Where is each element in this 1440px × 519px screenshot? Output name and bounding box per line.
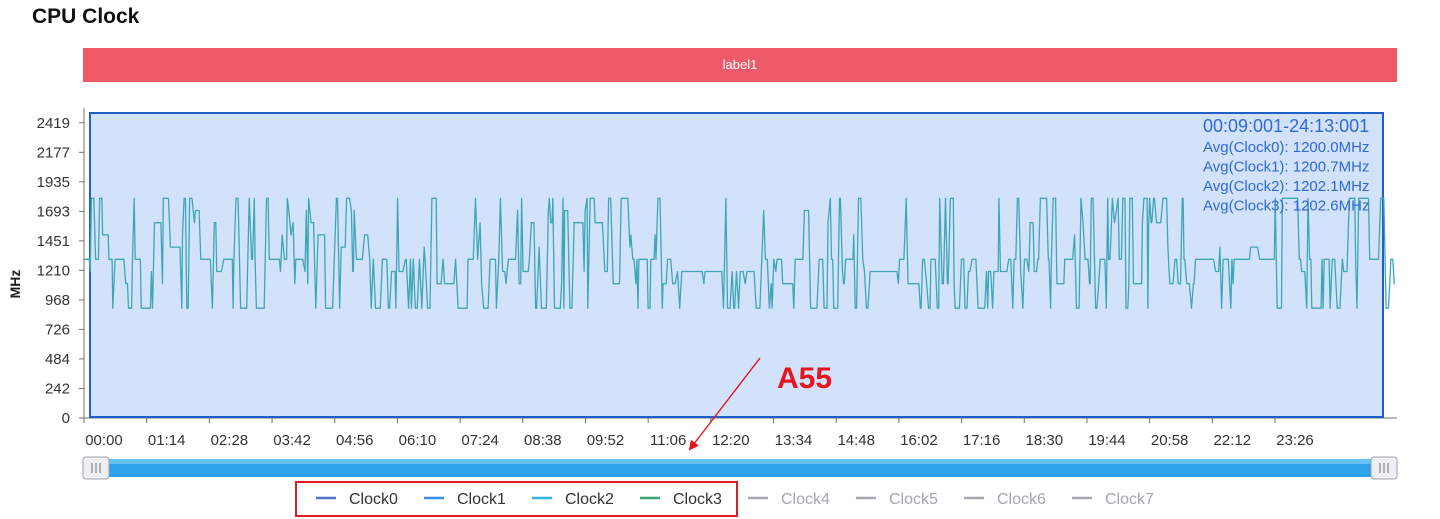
x-tick-label: 20:58	[1151, 432, 1189, 449]
annotation-label: A55	[777, 362, 832, 395]
average-clock-text: Avg(Clock2): 1202.1MHz	[1203, 178, 1369, 195]
y-tick-label: 1210	[37, 262, 70, 279]
average-clock-text: Avg(Clock3): 1202.6MHz	[1203, 198, 1369, 215]
zoom-slider[interactable]	[82, 456, 1398, 480]
x-tick-label: 18:30	[1026, 432, 1064, 449]
legend-label: Clock4	[781, 491, 830, 508]
selection-info: 00:09:001-24:13:001 Avg(Clock0): 1200.0MH…	[1203, 116, 1369, 215]
x-tick-label: 08:38	[524, 432, 562, 449]
x-tick-label: 19:44	[1088, 432, 1126, 449]
legend-item-clock1[interactable]: Clock1	[424, 491, 506, 508]
y-tick-label: 968	[45, 292, 70, 309]
x-tick-label: 17:16	[963, 432, 1001, 449]
slider-handle-left[interactable]	[82, 456, 110, 480]
x-tick-label: 22:12	[1214, 432, 1252, 449]
annotation: A55	[688, 357, 832, 451]
y-tick-label: 726	[45, 321, 70, 338]
y-axis-title: MHz	[7, 270, 23, 299]
x-tick-label: 16:02	[900, 432, 938, 449]
legend-label: Clock7	[1105, 491, 1154, 508]
clock-series-line	[84, 197, 1395, 309]
x-tick-label: 03:42	[273, 432, 311, 449]
y-tick-label: 1693	[37, 203, 70, 220]
x-axis: 00:00 01:14 02:28 03:42 04:56 06:10 07:24 08:38…	[83, 417, 1397, 449]
legend-label: Clock3	[673, 491, 722, 508]
y-tick-label: 0	[62, 410, 70, 427]
y-tick-label: 1935	[37, 174, 70, 191]
y-tick-label: 2177	[37, 144, 70, 161]
x-tick-label: 11:06	[650, 432, 686, 449]
average-clock-text: Avg(Clock0): 1200.0MHz	[1203, 139, 1369, 156]
legend-item-clock3[interactable]: Clock3	[640, 491, 722, 508]
legend-item-clock7[interactable]: Clock7	[1072, 491, 1154, 508]
average-clock-text: Avg(Clock1): 1200.7MHz	[1203, 159, 1369, 176]
selection-range-text: 00:09:001-24:13:001	[1203, 116, 1369, 136]
legend-item-clock4[interactable]: Clock4	[748, 491, 830, 508]
y-tick-label: 242	[45, 380, 70, 397]
y-tick-label: 1451	[37, 233, 70, 250]
series-group	[84, 197, 1395, 309]
y-tick-label: 484	[45, 351, 70, 368]
legend-item-clock2[interactable]: Clock2	[532, 491, 614, 508]
legend: Clock0 Clock1 Clock2 Clock3 Clock4 Clock5 Cloc…	[295, 481, 1154, 517]
y-axis: 0 242 484 726 968 1210 1451 1693 1935 2177 2419 MHz	[7, 108, 85, 427]
legend-item-clock5[interactable]: Clock5	[856, 491, 938, 508]
annotation-arrow	[688, 357, 761, 451]
y-tick-label: 2419	[37, 115, 70, 132]
legend-item-clock0[interactable]: Clock0	[316, 491, 398, 508]
legend-label: Clock6	[997, 491, 1046, 508]
slider-handle-right[interactable]	[1370, 456, 1398, 480]
x-tick-label: 04:56	[336, 432, 374, 449]
x-tick-label: 00:00	[85, 432, 123, 449]
legend-item-clock6[interactable]: Clock6	[964, 491, 1046, 508]
legend-label: Clock1	[457, 491, 506, 508]
x-tick-label: 23:26	[1276, 432, 1314, 449]
label-band: label1	[83, 48, 1397, 82]
x-tick-label: 12:20	[712, 432, 750, 449]
x-tick-label: 14:48	[837, 432, 875, 449]
legend-label: Clock2	[565, 491, 614, 508]
x-tick-label: 02:28	[211, 432, 249, 449]
legend-label: Clock5	[889, 491, 938, 508]
x-tick-label: 06:10	[399, 432, 437, 449]
x-tick-label: 07:24	[461, 432, 499, 449]
x-tick-label: 09:52	[587, 432, 625, 449]
legend-highlight-box	[295, 481, 738, 517]
x-tick-label: 01:14	[148, 432, 186, 449]
page-title: CPU Clock	[32, 5, 140, 28]
selection-box[interactable]	[89, 112, 1384, 418]
slider-track-highlight	[96, 459, 1384, 464]
x-tick-label: 13:34	[775, 432, 813, 449]
legend-label: Clock0	[349, 491, 398, 508]
